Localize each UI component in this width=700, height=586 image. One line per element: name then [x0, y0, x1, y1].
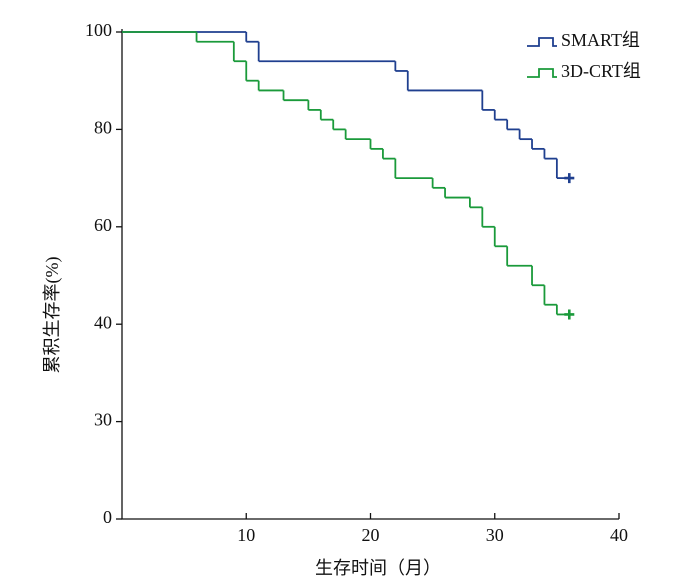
x-tick-label: 30	[486, 525, 504, 545]
legend-label: 3D-CRT组	[561, 61, 641, 81]
x-axis-label: 生存时间（月）	[315, 558, 441, 578]
legend-swatch	[527, 68, 557, 78]
x-tick-label: 40	[610, 525, 628, 545]
y-tick-label: 60	[94, 215, 112, 235]
y-tick-label: 100	[85, 20, 112, 40]
censor-mark	[564, 309, 575, 320]
x-tick-label: 10	[237, 525, 255, 545]
y-tick-label: 30	[94, 410, 112, 430]
y-tick-label: 40	[94, 312, 112, 332]
y-axis-label: 累积生存率(%)	[42, 257, 63, 374]
axis-line	[121, 29, 619, 520]
y-tick-label: 80	[94, 118, 112, 138]
censor-mark	[564, 173, 575, 184]
x-tick-label: 20	[362, 525, 380, 545]
legend-label: SMART组	[561, 30, 640, 50]
legend-swatch	[527, 37, 557, 47]
y-tick-label: 0	[103, 507, 112, 527]
